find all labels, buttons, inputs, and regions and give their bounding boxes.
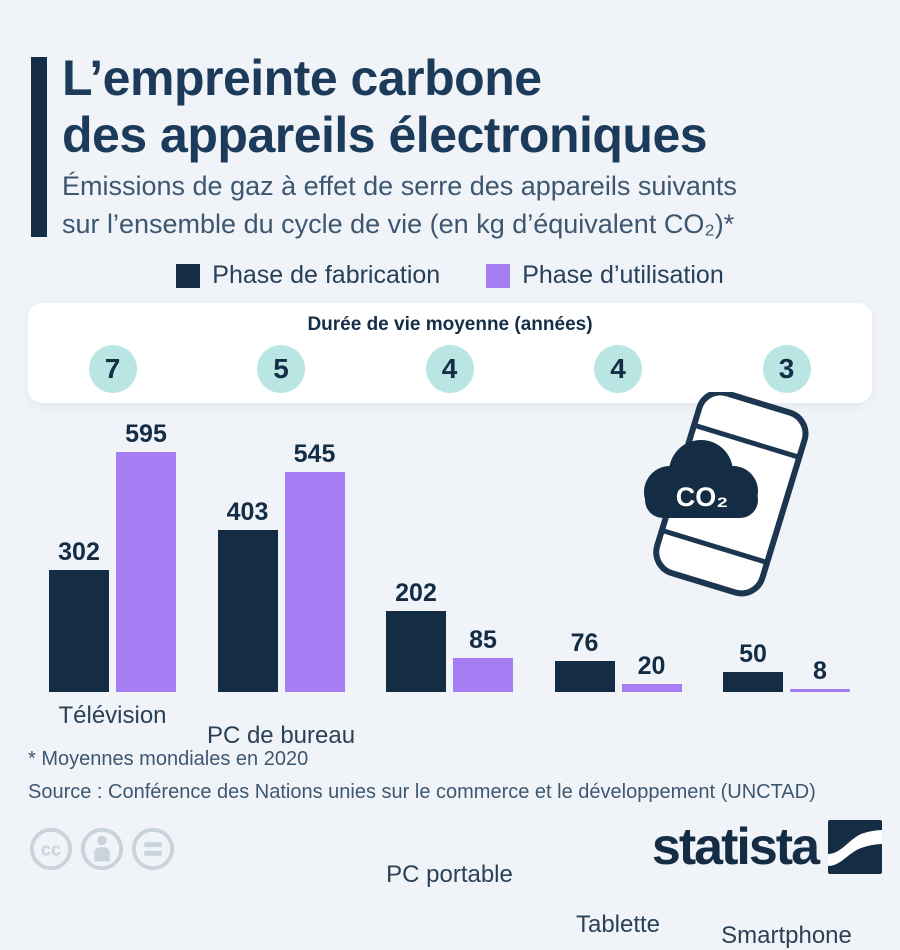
svg-text:cc: cc bbox=[41, 840, 61, 860]
category-label: Tablette bbox=[575, 911, 661, 938]
bar bbox=[723, 672, 783, 692]
bar-value-label: 8 bbox=[813, 657, 827, 685]
bar-value-label: 50 bbox=[739, 640, 767, 668]
lifespan-circle: 3 bbox=[762, 345, 811, 393]
bar-value-label: 403 bbox=[226, 498, 269, 526]
legend-item-utilisation: Phase d’utilisation bbox=[486, 261, 724, 290]
bar-value-label: 545 bbox=[293, 440, 336, 468]
page-subtitle-line1: Émissions de gaz à effet de serre des ap… bbox=[62, 171, 737, 201]
bar bbox=[790, 689, 850, 692]
bar bbox=[116, 452, 176, 692]
bar bbox=[217, 530, 278, 692]
co2-cloud-label: CO₂ bbox=[676, 482, 729, 512]
smartphone-co2-illustration: CO₂ bbox=[628, 389, 813, 597]
bar-group: 202 85 PC portable bbox=[386, 581, 513, 888]
page-title-line2: des appareils électroniques bbox=[62, 107, 708, 163]
cc-by-icon[interactable] bbox=[79, 826, 125, 872]
bar-value-label: 85 bbox=[469, 626, 497, 654]
bar-value-label: 76 bbox=[570, 629, 599, 657]
bar-column: 20 bbox=[621, 652, 682, 692]
bar-column: 85 bbox=[453, 628, 513, 692]
bar-column: 202 bbox=[386, 581, 446, 692]
bar bbox=[284, 472, 345, 692]
category-label: Télévision bbox=[58, 702, 167, 729]
bar-column: 403 bbox=[217, 498, 278, 692]
category-label: PC portable bbox=[386, 861, 513, 888]
statista-logo[interactable]: statista bbox=[652, 820, 882, 874]
license-badges[interactable]: cc bbox=[28, 826, 176, 872]
bar-column: 302 bbox=[49, 540, 109, 692]
page-subtitle-line2: sur l’ensemble du cycle de vie (en kg d’… bbox=[62, 209, 735, 239]
page-title: L’empreinte carbone des appareils électr… bbox=[62, 50, 708, 164]
chart-legend: Phase de fabrication Phase d’utilisation bbox=[0, 261, 900, 290]
bar-group: 302 595 Télévision bbox=[49, 422, 176, 729]
footnote: * Moyennes mondiales en 2020 bbox=[28, 748, 309, 770]
page-subtitle: Émissions de gaz à effet de serre des ap… bbox=[62, 167, 737, 243]
bar-column: 50 bbox=[723, 642, 783, 692]
legend-label-utilisation: Phase d’utilisation bbox=[522, 261, 724, 289]
legend-swatch-utilisation bbox=[486, 263, 511, 288]
legend-swatch-fabrication bbox=[176, 263, 201, 288]
smartphone-icon: CO₂ bbox=[644, 389, 809, 597]
category-label: Smartphone bbox=[721, 922, 852, 949]
bar bbox=[621, 684, 682, 692]
co2-cloud-icon: CO₂ bbox=[644, 440, 758, 518]
statista-wordmark[interactable]: statista bbox=[651, 818, 820, 876]
bar-chart: 302 595 Télévision 403 545 PC de bureau 202 85 P… bbox=[0, 420, 900, 950]
bar-group: 50 8 Smartphone bbox=[721, 642, 852, 950]
bar-column: 545 bbox=[284, 440, 345, 692]
bar-column: 76 bbox=[554, 629, 615, 692]
bar bbox=[386, 611, 446, 692]
lifespan-panel: Durée de vie moyenne (années) 7 5 4 4 3 bbox=[28, 303, 872, 403]
lifespan-panel-title: Durée de vie moyenne (années) bbox=[307, 314, 593, 335]
bar-group: 403 545 PC de bureau bbox=[207, 440, 355, 750]
page-title-line1: L’empreinte carbone bbox=[62, 50, 542, 106]
source-line: Source : Conférence des Nations unies su… bbox=[28, 781, 816, 803]
statista-logo-mark[interactable] bbox=[828, 820, 882, 874]
bar-value-label: 302 bbox=[58, 538, 100, 566]
title-accent-bar bbox=[31, 57, 47, 237]
bar-value-label: 20 bbox=[637, 652, 666, 680]
cc-nd-icon[interactable] bbox=[130, 826, 176, 872]
bar-group: 76 20 Tablette bbox=[554, 629, 682, 938]
cc-icon[interactable]: cc bbox=[28, 826, 74, 872]
legend-item-fabrication: Phase de fabrication bbox=[176, 261, 440, 290]
bar bbox=[49, 570, 109, 692]
bar-value-label: 595 bbox=[125, 420, 167, 448]
legend-label-fabrication: Phase de fabrication bbox=[212, 261, 441, 289]
lifespan-circle: 5 bbox=[257, 345, 305, 393]
category-label: PC de bureau bbox=[206, 722, 356, 749]
bar-column: 8 bbox=[790, 659, 850, 692]
bar bbox=[554, 661, 615, 692]
lifespan-circle: 4 bbox=[594, 345, 642, 393]
lifespan-circle: 7 bbox=[88, 345, 137, 393]
bar bbox=[453, 658, 513, 692]
bar-column: 595 bbox=[116, 422, 176, 692]
bar-value-label: 202 bbox=[395, 579, 437, 607]
lifespan-circle: 4 bbox=[425, 345, 474, 393]
